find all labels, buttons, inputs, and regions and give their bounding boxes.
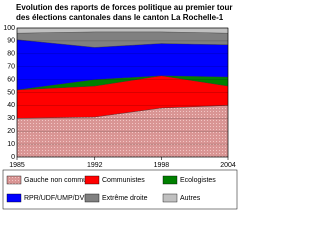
x-tick-label: 1992 [87, 162, 103, 169]
legend-label: Gauche non communis [24, 177, 96, 184]
y-tick-label: 10 [7, 141, 15, 148]
plot-frame [16, 27, 229, 158]
y-tick-label: 100 [3, 25, 15, 32]
y-tick-label: 20 [7, 128, 15, 135]
y-tick-label: 50 [7, 89, 15, 96]
legend-swatch [6, 175, 22, 185]
legend-label: Ecologistes [180, 177, 216, 184]
legend-swatch [84, 175, 100, 185]
legend-label: RPR/UDF/UMP/DVD [24, 195, 89, 202]
x-tick-label: 1985 [9, 162, 25, 169]
legend-swatch [162, 193, 178, 203]
legend-label: Autres [180, 195, 201, 202]
y-tick-label: 70 [7, 64, 15, 71]
legend-label: Extrême droite [102, 195, 148, 202]
y-tick-label: 0 [11, 154, 15, 161]
chart-title: Evolution des raports de forces politiqu… [16, 3, 233, 22]
legend-frame [2, 169, 238, 210]
x-tick-label: 2004 [220, 162, 236, 169]
y-tick-label: 60 [7, 76, 15, 83]
chart-root: 0 10 20 30 40 50 60 70 80 90 100 1985 1992 1998 2004 Ga… [2, 3, 238, 210]
legend-swatch [84, 193, 100, 203]
y-tick-label: 80 [7, 51, 15, 58]
legend-label: Communistes [102, 177, 145, 184]
legend-swatch [6, 193, 22, 203]
chart: 0 10 20 30 40 50 60 70 80 90 100 1985 1992 1998 2004 Ga… [2, 25, 238, 210]
y-tick-label: 30 [7, 115, 15, 122]
y-tick-label: 90 [7, 38, 15, 45]
y-tick-label: 40 [7, 102, 15, 109]
legend-swatch [162, 175, 178, 185]
x-tick-label: 1998 [154, 162, 170, 169]
